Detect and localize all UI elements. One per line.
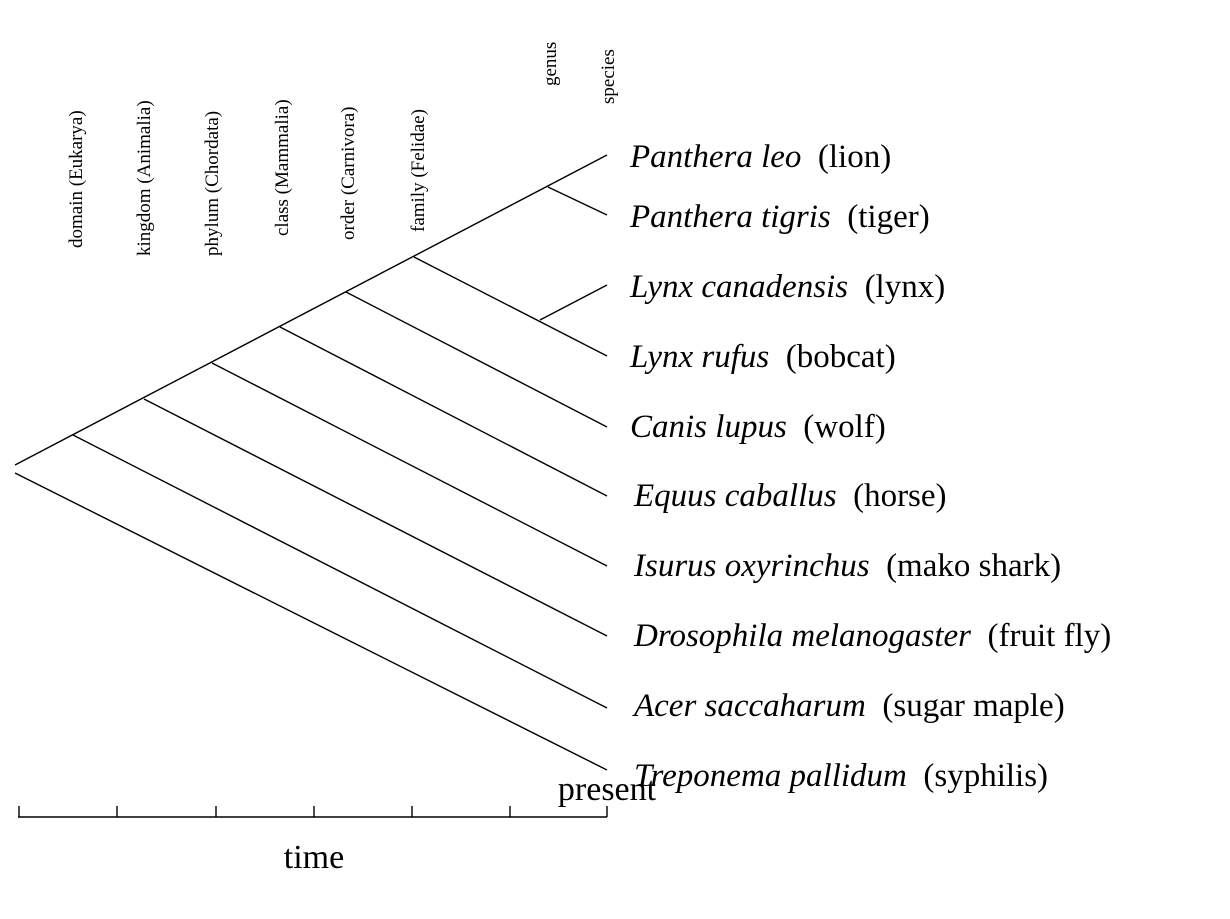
branch-canis (345, 291, 608, 428)
taxon-scientific-name: Panthera tigris (629, 199, 831, 235)
branch-panthera-tigris (547, 186, 608, 216)
taxon-common-name: (lion) (810, 139, 892, 175)
time-axis-present-label: present (558, 771, 657, 808)
taxon-common-name: (sugar maple) (874, 688, 1065, 724)
rank-label-species: species (598, 49, 619, 104)
taxon-scientific-name: Lynx rufus (629, 339, 769, 375)
rank-label-genus: genus (540, 42, 561, 86)
branch-equus (279, 326, 608, 497)
taxon-label-panthera-leo: Panthera leo (lion) (629, 139, 891, 175)
taxon-label-canis-lupus: Canis lupus (wolf) (630, 409, 886, 445)
taxon-label-treponema-pallidum: Treponema pallidum (syphilis) (634, 758, 1048, 794)
rank-label-order: order (Carnivora) (338, 107, 359, 240)
branch-drosophila (143, 398, 608, 637)
rank-label-domain: domain (Eukarya) (66, 110, 87, 248)
branch-treponema (14, 472, 608, 771)
taxon-scientific-name: Panthera leo (629, 139, 801, 175)
rank-label-phylum: phylum (Chordata) (202, 111, 223, 256)
taxon-label-drosophila-melanogaster: Drosophila melanogaster (fruit fly) (633, 618, 1111, 654)
taxon-label-panthera-tigris: Panthera tigris (tiger) (629, 199, 930, 235)
branch-acer (72, 434, 608, 709)
time-axis: present time (18, 771, 657, 876)
taxon-scientific-name: Equus caballus (633, 478, 837, 514)
taxon-label-equus-caballus: Equus caballus (horse) (633, 478, 947, 514)
taxon-common-name: (wolf) (795, 409, 886, 445)
branch-isurus (211, 362, 608, 567)
rank-label-class: class (Mammalia) (272, 99, 293, 236)
root-branch (14, 154, 608, 466)
taxon-label-isurus-oxyrinchus: Isurus oxyrinchus (mako shark) (633, 548, 1061, 584)
taxon-scientific-name: Lynx canadensis (629, 269, 848, 305)
rank-labels: domain (Eukarya) kingdom (Animalia) phyl… (66, 42, 619, 256)
taxon-common-name: (tiger) (839, 199, 930, 235)
taxon-label-lynx-canadensis: Lynx canadensis (lynx) (629, 269, 945, 305)
taxon-common-name: (bobcat) (778, 339, 896, 375)
taxon-common-name: (lynx) (856, 269, 945, 305)
taxon-label-lynx-rufus: Lynx rufus (bobcat) (629, 339, 896, 375)
taxon-scientific-name: Treponema pallidum (634, 758, 907, 794)
taxon-scientific-name: Canis lupus (630, 409, 787, 445)
rank-label-family: family (Felidae) (408, 109, 429, 232)
taxon-common-name: (syphilis) (915, 758, 1048, 794)
taxon-scientific-name: Acer saccaharum (632, 688, 866, 724)
taxa-labels: Panthera leo (lion) Panthera tigris (tig… (629, 139, 1111, 794)
taxon-scientific-name: Drosophila melanogaster (633, 618, 971, 654)
rank-label-kingdom: kingdom (Animalia) (134, 100, 155, 256)
taxon-label-acer-saccaharum: Acer saccaharum (sugar maple) (632, 688, 1065, 724)
tree-branches (14, 154, 608, 771)
taxon-scientific-name: Isurus oxyrinchus (633, 548, 870, 584)
branch-lynx-canadensis (539, 284, 608, 321)
taxon-common-name: (fruit fly) (979, 618, 1111, 654)
time-axis-title: time (284, 839, 344, 876)
taxon-common-name: (mako shark) (878, 548, 1061, 584)
branch-lynx-rufus (413, 256, 608, 357)
taxon-common-name: (horse) (845, 478, 947, 514)
